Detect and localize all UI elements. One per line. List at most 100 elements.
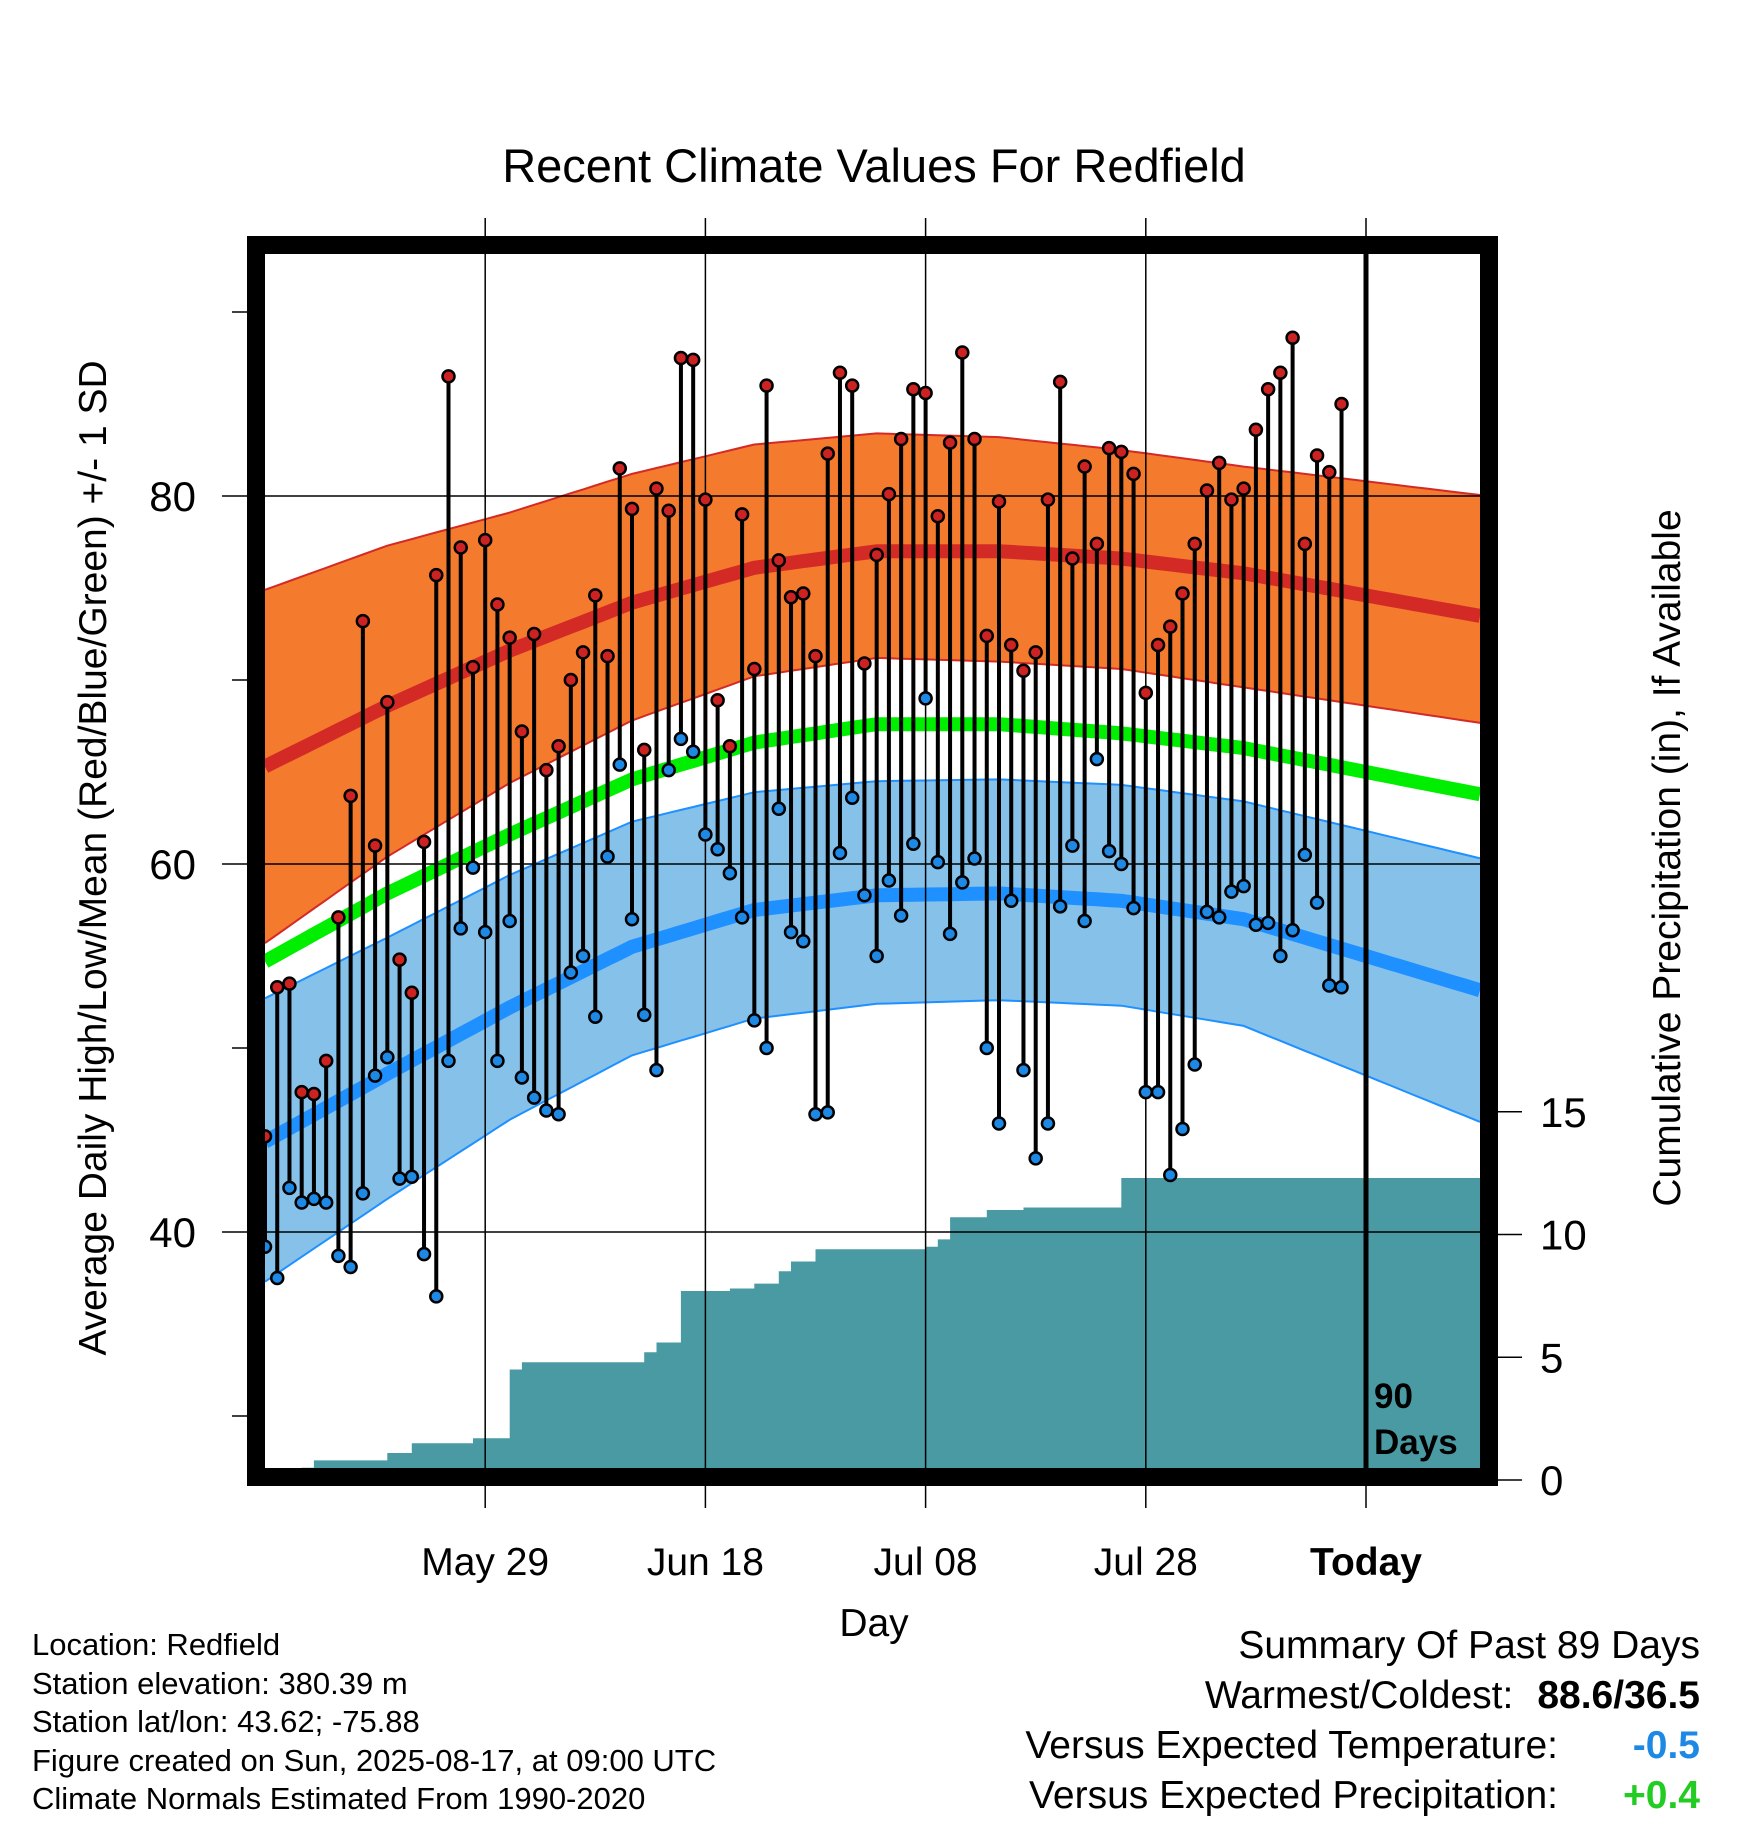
daily-high-point — [551, 738, 566, 754]
daily-low-point — [282, 1180, 297, 1196]
daily-low-point — [380, 1049, 395, 1065]
daily-high-point — [1052, 374, 1068, 390]
daily-high-point — [893, 431, 909, 447]
daily-high-point — [771, 553, 787, 568]
daily-low-point — [955, 875, 970, 890]
daily-low-point — [392, 1171, 407, 1186]
daily-high-point — [318, 1053, 334, 1069]
daily-low-point — [1114, 856, 1129, 872]
daily-high-point — [416, 834, 432, 850]
daily-low-point — [1334, 980, 1349, 995]
daily-high-point — [820, 446, 835, 461]
daily-low-point — [1236, 878, 1251, 894]
daily-high-point — [661, 503, 676, 518]
daily-high-point — [783, 589, 799, 605]
daily-high-point — [1260, 382, 1276, 397]
daily-low-point — [820, 1105, 835, 1120]
daily-high-point — [1163, 619, 1178, 634]
daily-low-point — [906, 836, 921, 852]
daily-low-point — [636, 1007, 652, 1023]
daily-high-point — [441, 369, 456, 384]
daily-high-point — [575, 645, 591, 660]
x-tick-label: Jun 18 — [647, 1541, 764, 1584]
summary-panel: Summary Of Past 89 Days Warmest/Coldest:… — [1025, 1621, 1700, 1821]
daily-high-point — [869, 547, 884, 563]
daily-high-point — [844, 378, 860, 393]
daily-high-point — [624, 501, 640, 517]
daily-high-point — [477, 532, 493, 548]
today-days-label: 90 Days — [1374, 1377, 1458, 1462]
daily-low-point — [1077, 913, 1092, 929]
precip-label: Versus Expected Precipitation: — [1029, 1774, 1558, 1817]
daily-high-point — [282, 976, 297, 991]
daily-low-point — [673, 731, 689, 747]
daily-low-point — [1175, 1121, 1190, 1137]
daily-high-point — [685, 352, 701, 368]
daily-low-point — [734, 910, 750, 925]
daily-high-point — [429, 567, 444, 583]
daily-high-point — [1028, 645, 1043, 660]
today-marker: 90 Days — [1363, 254, 1458, 1468]
daily-low-point — [477, 924, 493, 940]
daily-low-point — [416, 1246, 432, 1262]
daily-high-point — [331, 910, 346, 925]
daily-high-point — [918, 385, 933, 401]
daily-low-point — [526, 1090, 542, 1105]
daily-high-point — [539, 762, 554, 778]
daily-low-point — [991, 1116, 1007, 1131]
daily-high-point — [832, 365, 848, 380]
daily-high-point — [1077, 459, 1092, 474]
daily-high-point — [526, 626, 542, 642]
daily-low-point — [624, 911, 640, 927]
daily-high-point — [1236, 481, 1251, 496]
daily-high-point — [1248, 422, 1264, 438]
daily-high-point — [747, 661, 762, 677]
daily-low-point — [844, 790, 860, 806]
x-axis-label: Day — [839, 1602, 909, 1645]
daily-low-point — [918, 691, 933, 706]
daily-low-point — [367, 1068, 383, 1083]
daily-low-point — [722, 865, 738, 881]
daily-high-point — [722, 738, 738, 754]
daily-high-point — [502, 630, 517, 645]
y-axis-label-right: Cumulative Precipitation (in), If Availa… — [1646, 509, 1689, 1206]
daily-low-point — [747, 1013, 762, 1028]
precip-value: +0.4 — [1623, 1774, 1700, 1817]
daily-high-point — [269, 980, 285, 995]
daily-high-point — [991, 494, 1007, 509]
daily-high-point — [759, 378, 774, 393]
summary-precip-row: Versus Expected Precipitation: +0.4 — [1025, 1771, 1700, 1821]
daily-high-point — [265, 1129, 273, 1144]
daily-high-point — [343, 788, 358, 804]
daily-low-point — [1163, 1167, 1178, 1183]
daily-low-point — [967, 851, 982, 866]
plot-frame — [247, 236, 1498, 1486]
daily-high-point — [1175, 586, 1190, 601]
daily-high-point — [1211, 455, 1227, 471]
daily-low-point — [1003, 893, 1019, 909]
axis-ticks — [222, 218, 1522, 1508]
daily-low-point — [465, 860, 481, 875]
daily-high-point — [1065, 551, 1080, 566]
y-right-tick-label: 5 — [1540, 1334, 1563, 1381]
daily-low-point — [796, 934, 811, 949]
daily-high-point — [942, 435, 958, 450]
daily-low-point — [1138, 1084, 1154, 1100]
warmest-value: 88.6/36.5 — [1537, 1674, 1700, 1717]
daily-high-point — [1273, 365, 1288, 380]
daily-high-point — [1297, 536, 1313, 552]
daily-high-point — [636, 742, 652, 758]
daily-low-point — [404, 1169, 420, 1185]
daily-low-point — [355, 1186, 371, 1201]
daily-low-point — [1150, 1084, 1166, 1100]
normals-text: Climate Normals Estimated From 1990-2020 — [32, 1781, 646, 1816]
summary-temp-row: Versus Expected Temperature: -0.5 — [1025, 1721, 1700, 1771]
daily-low-point — [575, 948, 591, 964]
daily-low-point — [318, 1195, 334, 1210]
daily-low-point — [1309, 895, 1325, 910]
daily-high-point — [979, 628, 995, 644]
daily-high-point — [563, 672, 579, 688]
daily-high-point — [588, 588, 603, 603]
daily-low-point — [783, 924, 799, 940]
daily-low-point — [857, 888, 872, 903]
